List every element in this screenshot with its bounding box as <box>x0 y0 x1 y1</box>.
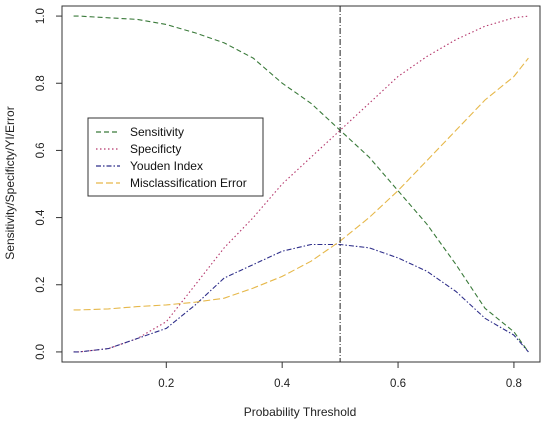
legend-label: Misclassification Error <box>130 176 247 190</box>
x-tick-label: 0.8 <box>506 378 522 390</box>
x-axis-label: Probability Threshold <box>244 405 357 419</box>
x-tick-label: 0.4 <box>274 378 291 390</box>
plot-area-frame <box>61 5 541 363</box>
x-tick-label: 0.2 <box>158 378 174 390</box>
legend-label: Sensitivity <box>130 125 184 139</box>
y-tick-label: 0.4 <box>35 209 47 226</box>
y-tick-label: 0.8 <box>35 75 47 91</box>
legend-label: Specificty <box>130 142 181 156</box>
y-axis-label: Sensitivity/Specificty/YI/Error <box>3 106 17 259</box>
series-line-1 <box>73 15 529 353</box>
y-tick-label: 0.6 <box>35 142 47 158</box>
y-tick-label: 0.2 <box>35 277 47 293</box>
x-tick-label: 0.6 <box>390 378 406 390</box>
legend-label: Youden Index <box>130 159 203 173</box>
series-line-3 <box>73 243 529 353</box>
y-tick-label: 0.0 <box>35 344 47 360</box>
y-tick-label: 1.0 <box>35 8 47 24</box>
